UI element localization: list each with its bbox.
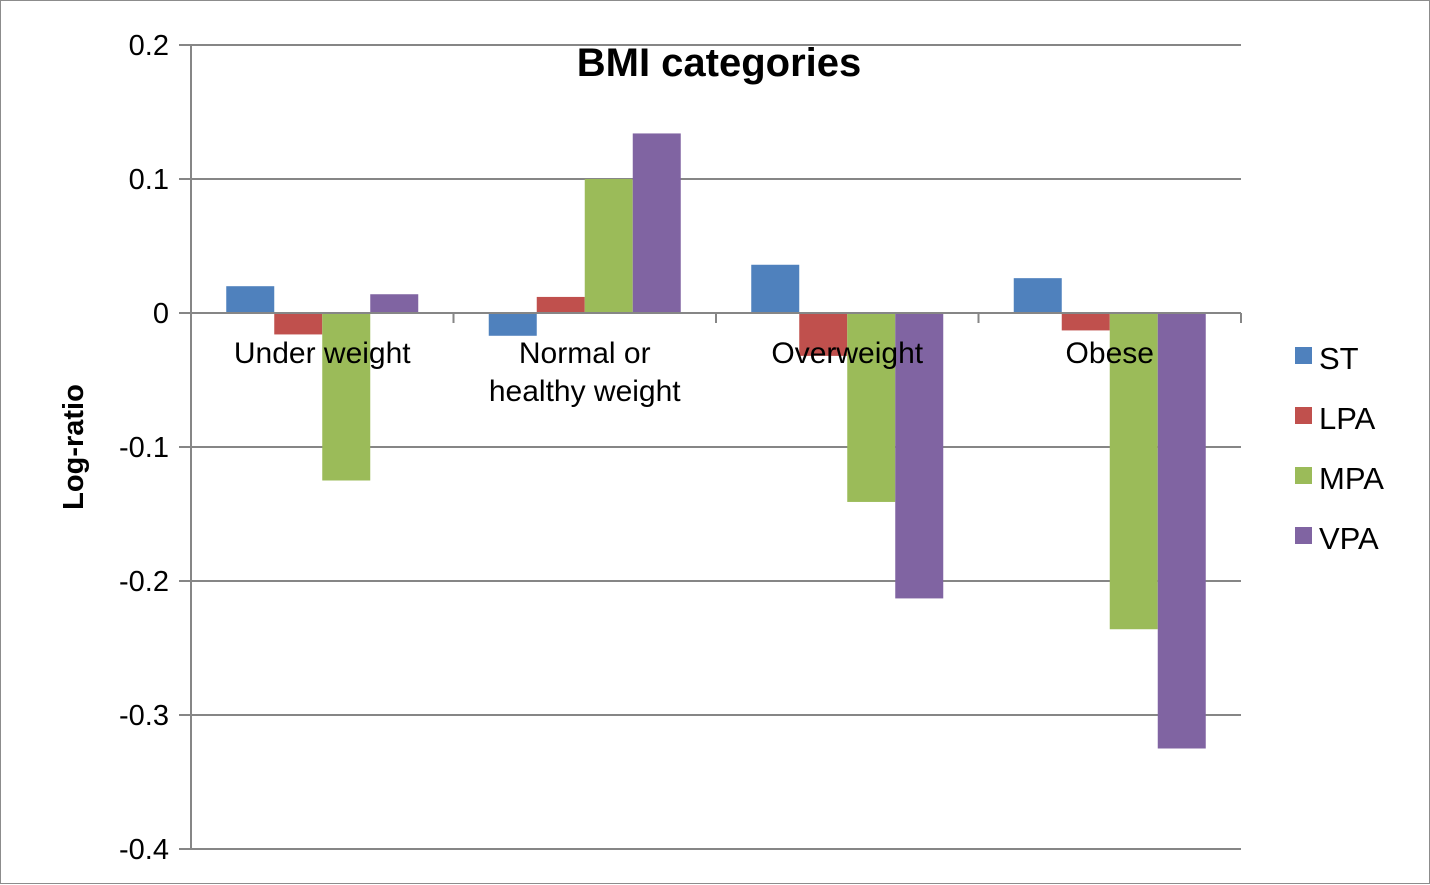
legend-swatch-st bbox=[1295, 347, 1312, 364]
category-label: Overweight bbox=[771, 337, 923, 370]
category-label: Obese bbox=[1066, 337, 1154, 370]
bar-lpa bbox=[799, 313, 848, 356]
legend: ST LPA MPA VPA bbox=[1295, 341, 1384, 556]
bar-lpa bbox=[1061, 313, 1110, 331]
y-tick-label: 0.1 bbox=[129, 164, 169, 196]
bar-lpa bbox=[274, 313, 323, 335]
legend-label-st: ST bbox=[1319, 341, 1359, 376]
bar-st bbox=[1013, 278, 1062, 313]
bar-mpa bbox=[322, 313, 371, 481]
bar-mpa bbox=[584, 179, 633, 313]
bar-vpa bbox=[1157, 313, 1206, 749]
category-label: Under weight bbox=[234, 337, 411, 370]
y-tick-label: 0 bbox=[153, 298, 169, 330]
bar-st bbox=[751, 264, 800, 313]
category-label: Normal or bbox=[519, 337, 651, 370]
bar-vpa bbox=[632, 133, 681, 313]
bar-mpa bbox=[847, 313, 896, 502]
legend-label-mpa: MPA bbox=[1319, 461, 1384, 496]
y-axis-ticks: 0.2 0.1 0 -0.1 -0.2 -0.3 -0.4 bbox=[119, 30, 191, 866]
legend-swatch-mpa bbox=[1295, 467, 1312, 484]
axes bbox=[190, 45, 1242, 849]
bar-st bbox=[226, 286, 275, 313]
y-tick-label: -0.2 bbox=[119, 566, 169, 598]
bar-lpa bbox=[536, 296, 585, 313]
y-tick-label: -0.1 bbox=[119, 432, 169, 464]
y-tick-label: -0.3 bbox=[119, 700, 169, 732]
legend-swatch-lpa bbox=[1295, 407, 1312, 424]
category-label: healthy weight bbox=[489, 375, 681, 408]
bars bbox=[226, 133, 1206, 749]
y-axis-label: Log-ratio bbox=[58, 384, 90, 510]
y-tick-label: -0.4 bbox=[119, 834, 169, 866]
chart-title: BMI categories bbox=[577, 41, 862, 85]
legend-label-vpa: VPA bbox=[1319, 521, 1379, 556]
bar-vpa bbox=[895, 313, 944, 599]
y-tick-label: 0.2 bbox=[129, 30, 169, 62]
bar-mpa bbox=[1109, 313, 1158, 630]
bar-vpa bbox=[370, 294, 419, 313]
bar-st bbox=[488, 313, 537, 336]
category-labels: Under weight Normal or healthy weight Overw… bbox=[234, 337, 1154, 408]
legend-swatch-vpa bbox=[1295, 527, 1312, 544]
legend-label-lpa: LPA bbox=[1319, 401, 1376, 436]
